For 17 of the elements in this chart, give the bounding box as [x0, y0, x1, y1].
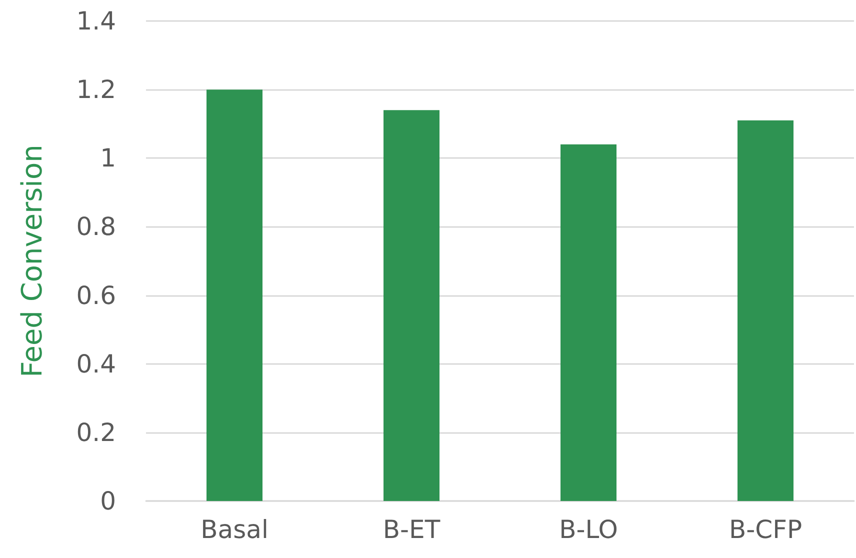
y-tick-label: 0.8	[76, 212, 116, 242]
x-tick-label: B-CFP	[728, 515, 802, 544]
bar	[560, 144, 616, 501]
y-tick-label: 0	[100, 486, 116, 516]
y-tick-label: 1.4	[76, 6, 116, 36]
x-tick-label: Basal	[200, 515, 268, 544]
bar	[738, 120, 794, 501]
y-tick-label: 0.2	[76, 418, 116, 447]
y-axis-title: Feed Conversion	[16, 144, 48, 378]
x-tick-label: B-ET	[382, 515, 441, 544]
y-tick-label: 1	[100, 144, 116, 173]
bar	[384, 110, 440, 501]
y-tick-label: 0.4	[76, 349, 116, 378]
x-tick-label: B-LO	[559, 515, 618, 544]
y-tick-label: 1.2	[76, 75, 116, 104]
y-tick-label: 0.6	[76, 280, 116, 310]
bar	[206, 90, 262, 501]
